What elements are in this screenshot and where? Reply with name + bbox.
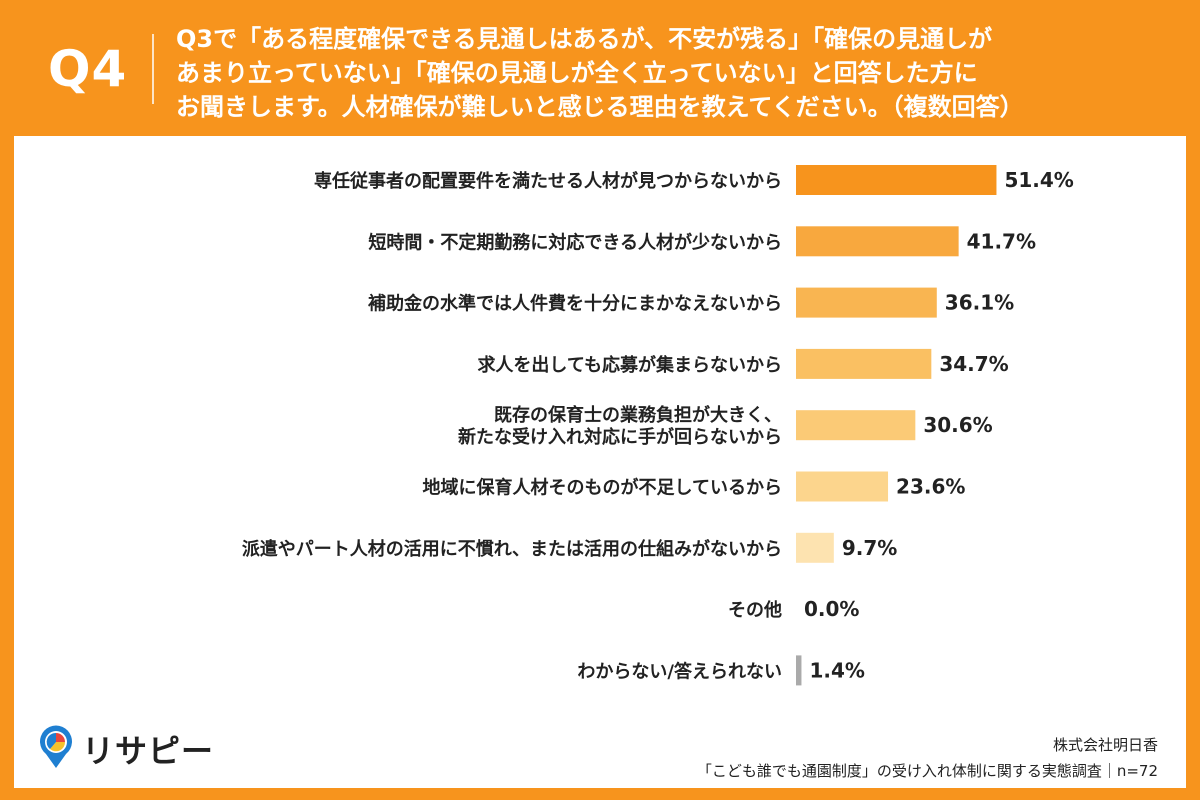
value-label: 0.0% (804, 597, 859, 621)
category-label: わからない/答えられない (577, 660, 782, 682)
bar (796, 471, 889, 502)
category-label: 求人を出しても応募が集まらないから (477, 354, 782, 376)
value-label: 23.6% (896, 475, 965, 499)
question-header: Q4 Q3で「ある程度確保できる見通しはあるが、不安が残る」「確保の見通しが あ… (0, 0, 1200, 128)
category-label: 新たな受け入れ対応に手が回らないから (458, 426, 782, 448)
bar (796, 348, 932, 379)
question-line: あまり立っていない」「確保の見通しが全く立っていない」と回答した方に (176, 59, 978, 87)
value-label: 34.7% (939, 352, 1008, 376)
bar-chart: 専任従事者の配置要件を満たせる人材が見つからないから 51.4% 短時間・不定期勤務… (242, 165, 1074, 686)
brand-logo: リサピー (36, 720, 236, 770)
value-label: 36.1% (945, 291, 1014, 315)
value-label: 9.7% (842, 536, 897, 560)
value-label: 1.4% (809, 658, 864, 682)
bar (796, 532, 834, 563)
question-number: Q4 (48, 40, 128, 98)
question-text: Q3で「ある程度確保できる見通しはあるが、不安が残る」「確保の見通しが あまり立… (176, 22, 1176, 124)
value-label: 41.7% (967, 229, 1036, 253)
category-label: 地域に保育人材そのものが不足しているから (423, 477, 782, 499)
category-label: 専任従事者の配置要件を満たせる人材が見つからないから (314, 170, 782, 192)
value-label: 30.6% (923, 413, 992, 437)
pin-chart-icon (40, 725, 72, 768)
category-label: 補助金の水準では人件費を十分にまかなえないから (367, 293, 782, 315)
brand-name: リサピー (82, 732, 215, 770)
bar (796, 655, 802, 686)
header-divider (152, 34, 154, 104)
question-line: お聞きします。人材確保が難しいと感じる理由を教えてください。（複数回答） (176, 93, 1024, 121)
chart-panel: 専任従事者の配置要件を満たせる人材が見つからないから 51.4% 短時間・不定期勤務… (14, 136, 1186, 788)
footer-survey: 「こども誰でも通園制度」の受け入れ体制に関する実態調査｜n=72 (696, 762, 1158, 780)
bar (796, 165, 997, 195)
question-line: Q3で「ある程度確保できる見通しはあるが、不安が残る」「確保の見通しが (176, 25, 993, 53)
category-label: 派遣やパート人材の活用に不慣れ、または活用の仕組みがないから (242, 538, 782, 560)
bar (796, 226, 959, 257)
value-label: 51.4% (1004, 168, 1073, 192)
footer-company: 株式会社明日香 (1052, 736, 1158, 754)
bar (796, 287, 937, 318)
category-label: 既存の保育士の業務負担が大きく、 (494, 404, 782, 426)
category-label: その他 (728, 599, 782, 621)
category-label: 短時間・不定期勤務に対応できる人材が少ないから (368, 231, 782, 253)
bar (796, 410, 916, 441)
